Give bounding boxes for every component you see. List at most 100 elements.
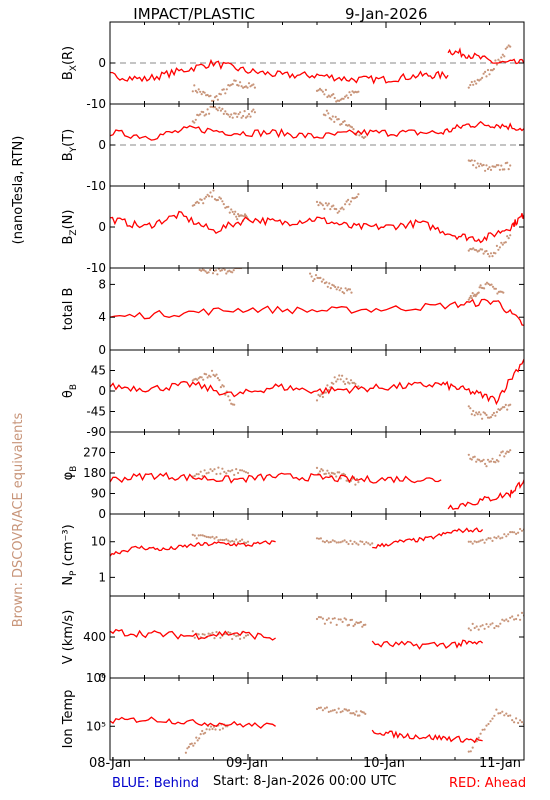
dscovr-series-temp — [362, 711, 365, 714]
dscovr-series-np — [315, 537, 319, 540]
dscovr-series-bx — [246, 86, 249, 89]
dscovr-series-bz — [475, 249, 478, 252]
dscovr-series-by — [343, 120, 346, 123]
dscovr-series-np — [205, 535, 208, 539]
dscovr-series-np — [469, 540, 472, 543]
dscovr-series-theta — [509, 403, 512, 406]
dscovr-series-np — [201, 534, 204, 537]
dscovr-series-v — [364, 623, 367, 626]
dscovr-series-bx — [501, 53, 504, 56]
dscovr-series-v — [503, 619, 506, 622]
dscovr-series-by — [222, 112, 225, 115]
dscovr-series-btotal — [209, 268, 212, 272]
dscovr-series-bz — [467, 249, 470, 252]
dscovr-series-v — [479, 625, 482, 628]
dscovr-series-theta — [218, 379, 221, 382]
dscovr-series-by — [358, 134, 361, 137]
dscovr-series-np — [215, 536, 218, 539]
dscovr-series-bz — [231, 210, 234, 213]
dscovr-series-bz — [495, 244, 498, 247]
dscovr-series-by — [243, 110, 246, 113]
dscovr-series-np — [511, 531, 514, 534]
dscovr-series-by — [488, 166, 491, 169]
dscovr-series-by — [216, 109, 219, 112]
dscovr-series-temp — [341, 710, 344, 713]
dscovr-series-np — [503, 533, 506, 536]
dscovr-series-np — [331, 539, 334, 542]
dscovr-series-btotal — [223, 268, 226, 271]
dscovr-series-np — [487, 537, 490, 540]
dscovr-series-by — [250, 110, 253, 113]
dscovr-series-bx — [479, 78, 482, 81]
panel-data — [110, 44, 524, 103]
dscovr-series-phi — [219, 472, 222, 475]
dscovr-series-bz — [347, 198, 350, 201]
dscovr-series-temp — [495, 708, 498, 711]
dscovr-series-phi — [215, 472, 218, 476]
dscovr-series-v — [315, 617, 319, 621]
dscovr-series-bz — [332, 204, 335, 207]
y-tick-label: 8 — [98, 277, 106, 291]
dscovr-series-np — [495, 537, 498, 540]
dscovr-series-bx — [485, 75, 488, 78]
dscovr-series-np — [235, 538, 238, 541]
dscovr-series-by — [364, 135, 367, 138]
dscovr-series-np — [471, 542, 474, 545]
dscovr-series-bx — [244, 85, 248, 88]
dscovr-series-by — [237, 113, 240, 116]
dscovr-series-theta — [479, 413, 482, 416]
dscovr-series-btotal — [334, 285, 337, 289]
dscovr-series-phi — [321, 469, 324, 472]
dscovr-series-bz — [202, 202, 205, 205]
dscovr-series-phi — [478, 458, 481, 461]
dscovr-series-by — [470, 159, 473, 162]
dscovr-series-theta — [215, 373, 218, 376]
dscovr-series-bz — [234, 210, 237, 213]
panel-data — [110, 268, 524, 327]
dscovr-series-temp — [317, 706, 321, 710]
dscovr-series-by — [224, 110, 227, 113]
dscovr-series-btotal — [200, 269, 203, 272]
dscovr-series-bz — [326, 204, 329, 207]
dscovr-series-bx — [317, 89, 320, 92]
dscovr-series-bx — [191, 90, 194, 93]
dscovr-series-by — [205, 113, 208, 116]
dscovr-series-bz — [227, 205, 230, 208]
dscovr-series-bx — [495, 63, 498, 66]
dscovr-series-phi — [197, 473, 200, 476]
dscovr-series-np — [359, 540, 362, 543]
dscovr-series-v — [517, 614, 520, 617]
dscovr-series-v — [467, 627, 470, 630]
y-axis-label-bx: BX(R) — [61, 46, 79, 80]
dscovr-series-theta — [469, 407, 472, 410]
dscovr-series-bz — [509, 234, 512, 237]
dscovr-series-bz — [482, 252, 485, 255]
dscovr-series-by — [485, 164, 488, 167]
dscovr-series-phi — [485, 465, 488, 468]
dscovr-series-np — [491, 539, 494, 543]
dscovr-series-phi — [223, 470, 226, 473]
panel-v: 400 0 V (km/s) — [61, 595, 525, 685]
dscovr-series-temp — [192, 744, 195, 747]
dscovr-series-np — [323, 541, 326, 544]
panel-data — [110, 706, 524, 754]
dscovr-series-np — [477, 540, 480, 543]
dscovr-series-bx — [199, 90, 202, 93]
dscovr-series-bz — [219, 197, 222, 200]
dscovr-series-temp — [204, 731, 207, 734]
ahead-series-bz — [110, 210, 524, 244]
dscovr-series-by — [191, 120, 194, 123]
dscovr-series-v — [471, 622, 474, 626]
ahead-series-v — [371, 639, 484, 650]
dscovr-series-theta — [494, 414, 497, 417]
dscovr-series-bz — [196, 200, 199, 203]
dscovr-series-theta — [324, 391, 327, 394]
panel-bx: 0 -10 BX(R) — [61, 21, 525, 111]
dscovr-series-bx — [200, 93, 203, 96]
dscovr-series-bz — [342, 208, 345, 211]
dscovr-series-bx — [222, 88, 225, 91]
dscovr-series-bz — [472, 247, 475, 250]
dscovr-series-v — [477, 628, 480, 631]
dscovr-series-v — [345, 618, 348, 621]
dscovr-series-bx — [196, 91, 199, 94]
